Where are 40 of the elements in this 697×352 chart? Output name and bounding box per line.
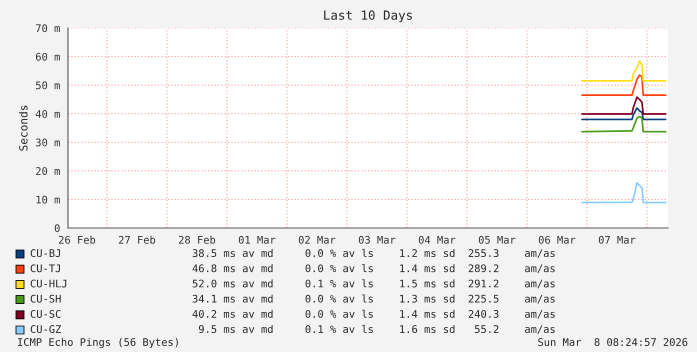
x-tick-label: 05 Mar (478, 236, 516, 244)
x-tick-label: 01 Mar (238, 236, 276, 244)
y-tick-label: 60 m (36, 52, 60, 61)
legend-label: CU-SC (30, 310, 61, 318)
text: 40.2 ms av md 0.0 % av ls 1.4 ms sd 240.3 am/as (192, 310, 555, 319)
legend-label: CU-TJ (30, 264, 60, 272)
x-tick-label: 26 Feb (58, 236, 96, 244)
text: 38.5 ms av md 0.0 % av ls 1.2 ms sd 255.3 am/as (192, 248, 555, 258)
text: Sun Mar 8 08:24:57 2026 (538, 338, 688, 346)
x-tick-label: 28 Feb (178, 236, 216, 244)
legend-label: CU-SH (30, 294, 61, 303)
y-tick-label: 50 m (36, 81, 60, 90)
line-series (581, 182, 667, 204)
x-tick-label: 07 Mar (598, 236, 636, 244)
y-tick-label: 40 m (36, 110, 60, 118)
y-tick-label: 30 m (36, 138, 60, 146)
y-axis-title: Seconds (18, 106, 28, 151)
chart-title: Last 10 Days (324, 10, 412, 22)
x-tick-label: 27 Feb (118, 236, 156, 244)
y-tick-label: 0 (54, 224, 60, 232)
line-series (581, 60, 667, 82)
legend-label: CU-BJ (30, 249, 60, 258)
line-series (581, 74, 667, 96)
legend-label: CU-GZ (30, 325, 62, 334)
x-tick-label: 03 Mar (358, 236, 396, 244)
y-tick-label: 10 m (36, 196, 60, 204)
legend-label: CU-HLJ (30, 280, 66, 288)
y-tick-label: 70 m (36, 24, 60, 32)
line-series (581, 116, 667, 133)
x-tick-label: 04 Mar (418, 236, 456, 244)
line-series (581, 96, 667, 115)
x-tick-label: 02 Mar (298, 236, 336, 244)
text: 52.0 ms av md 0.1 % av ls 1.5 ms sd 291.2 am/as (192, 279, 555, 288)
x-tick-label: 06 Mar (538, 236, 576, 244)
line-series (581, 107, 667, 120)
text: 34.1 ms av md 0.0 % av ls 1.3 ms sd 225.5 am/as (192, 294, 555, 304)
text: 46.8 ms av md 0.0 % av ls 1.4 ms sd 289.2 am/as (192, 264, 555, 274)
text: 9.5 ms av md 0.1 % av ls 1.6 ms sd 55.2 am/as (198, 324, 555, 334)
text: ICMP Echo Pings (56 Bytes) (18, 338, 178, 348)
y-tick-label: 20 m (36, 167, 60, 175)
